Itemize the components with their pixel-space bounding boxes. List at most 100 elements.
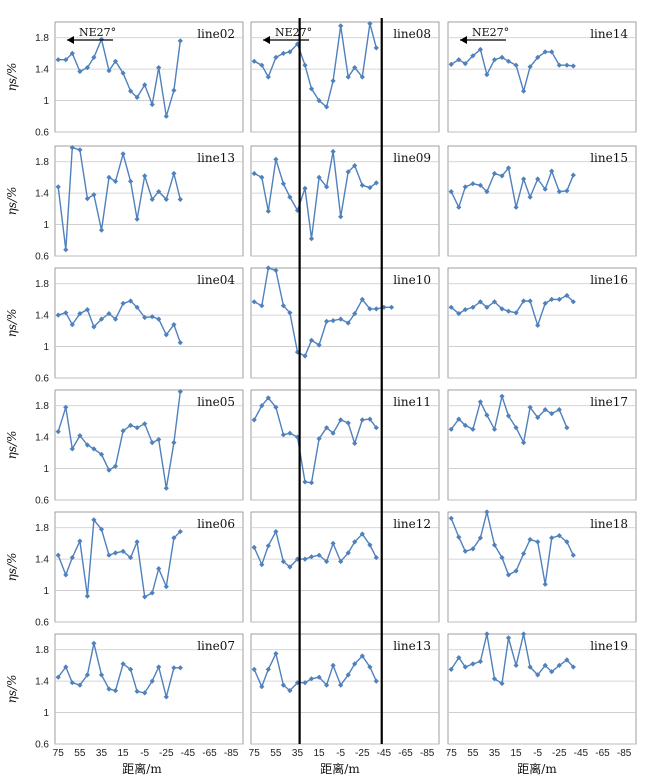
panel-label: line10 xyxy=(393,273,431,287)
data-point xyxy=(112,463,119,469)
panel-frame xyxy=(250,145,440,257)
data-point xyxy=(470,546,476,552)
data-point xyxy=(484,412,490,418)
data-point xyxy=(156,189,162,195)
x-tick-label: -65 xyxy=(595,748,610,759)
data-point xyxy=(338,23,344,29)
y-tick-label: 1.4 xyxy=(35,189,49,200)
data-point xyxy=(84,672,90,678)
data-point xyxy=(55,674,61,680)
x-tick-label: -25 xyxy=(159,748,174,759)
data-point xyxy=(302,185,308,192)
data-point xyxy=(484,631,490,637)
data-point xyxy=(448,61,454,67)
data-point xyxy=(527,536,533,543)
data-point xyxy=(535,414,541,421)
panel-grid: line02 NE27° line08 NE27° line14 NE27° line13 l… xyxy=(54,21,637,745)
arrow-head-icon xyxy=(263,36,270,44)
data-point xyxy=(98,36,105,42)
panel-frame xyxy=(447,633,637,745)
data-point xyxy=(156,664,162,670)
data-point xyxy=(308,337,315,343)
data-point xyxy=(345,74,351,80)
x-tick-label: 15 xyxy=(118,748,130,759)
data-point xyxy=(84,442,90,448)
panel-frame xyxy=(54,633,244,745)
data-point xyxy=(367,21,373,27)
data-point xyxy=(149,678,155,684)
data-point xyxy=(330,78,336,84)
data-point xyxy=(91,324,97,330)
data-point xyxy=(381,304,387,310)
data-point xyxy=(120,151,126,157)
data-point xyxy=(549,49,555,55)
panel-label: line09 xyxy=(393,151,431,165)
y-tick-label: 0.6 xyxy=(35,374,49,385)
data-point xyxy=(338,682,344,688)
series-line xyxy=(57,391,181,489)
data-point xyxy=(513,204,519,210)
data-point xyxy=(251,544,257,550)
data-point xyxy=(542,49,548,55)
y-tick-label: 0.6 xyxy=(35,252,49,263)
data-point xyxy=(324,425,330,431)
data-point xyxy=(149,440,155,446)
data-point xyxy=(302,479,308,485)
data-point xyxy=(549,535,555,541)
data-point xyxy=(542,581,548,587)
y-tick-label: 1.4 xyxy=(35,65,49,76)
data-point xyxy=(564,539,570,545)
y-tick-label: 1 xyxy=(43,96,49,107)
x-tick-label: -65 xyxy=(202,748,217,759)
data-point xyxy=(259,684,265,690)
y-axis-label: ηs/% xyxy=(5,553,19,582)
data-point xyxy=(477,299,483,305)
data-point xyxy=(316,342,322,348)
y-tick-label: 1 xyxy=(43,586,49,597)
y-tick-label: 1.8 xyxy=(35,157,49,168)
data-point xyxy=(564,62,570,68)
series-line18: line18 xyxy=(448,509,628,587)
data-point xyxy=(163,584,169,590)
data-point xyxy=(367,542,373,548)
data-point xyxy=(448,189,454,195)
panel-frame xyxy=(447,267,637,379)
data-point xyxy=(491,542,498,548)
series-line xyxy=(253,23,377,109)
data-point xyxy=(171,440,177,446)
data-point xyxy=(273,267,279,273)
data-point xyxy=(287,49,293,55)
data-point xyxy=(448,666,454,672)
series-line xyxy=(253,396,377,484)
data-point xyxy=(163,113,169,119)
data-point xyxy=(527,298,533,304)
data-point xyxy=(499,393,505,399)
y-tick-label: 1 xyxy=(43,220,49,231)
y-axes: 0.6 1 1.4 1.8 0.6 1 1.4 1.8 0.6 1 1.4 1.8 0.6 1 1.4 1.8… xyxy=(35,33,49,750)
y-axis-label: ηs/% xyxy=(5,187,19,216)
data-point xyxy=(491,57,498,63)
data-point xyxy=(549,168,555,174)
data-point xyxy=(373,180,379,186)
data-point xyxy=(491,299,498,305)
x-tick-label: -45 xyxy=(181,748,196,759)
data-point xyxy=(513,310,519,316)
data-point xyxy=(542,662,548,668)
panel-label: line12 xyxy=(393,517,431,531)
data-point xyxy=(273,651,279,657)
panel-label: line19 xyxy=(590,639,628,653)
data-point xyxy=(462,422,468,428)
series-line07: line07 xyxy=(55,639,235,700)
data-point xyxy=(564,188,570,194)
data-point xyxy=(156,566,162,572)
data-point xyxy=(128,555,134,561)
series-line05: line05 xyxy=(55,389,235,491)
data-point xyxy=(77,147,83,153)
series-line17: line17 xyxy=(448,393,628,446)
panel-label: line11 xyxy=(393,395,431,409)
data-point xyxy=(128,422,134,428)
data-point xyxy=(77,311,83,317)
data-point xyxy=(359,182,365,188)
data-point xyxy=(359,531,365,537)
y-tick-label: 1 xyxy=(43,342,49,353)
